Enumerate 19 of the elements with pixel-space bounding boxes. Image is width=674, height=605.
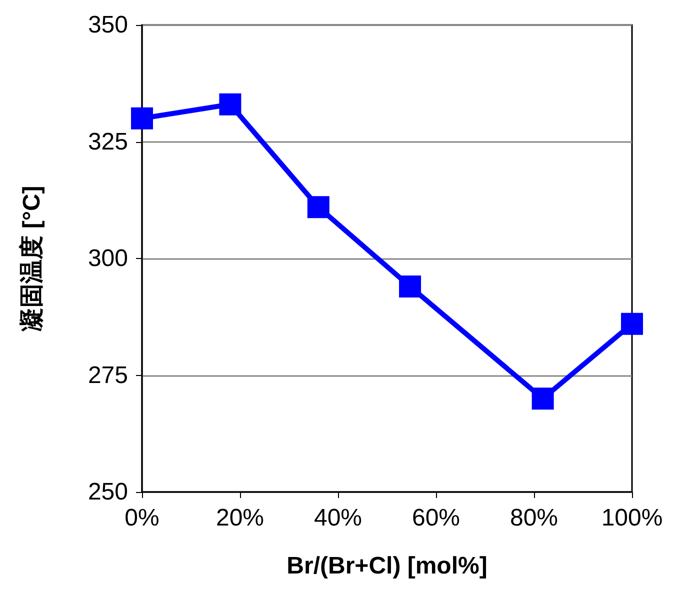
point <box>399 276 422 298</box>
x-tick-label: 40% <box>314 504 362 532</box>
x-tick-label: 80% <box>510 504 558 532</box>
y-tick-label: 250 <box>88 478 128 506</box>
x-axis-title: Br/(Br+Cl) [mol%] <box>286 552 488 580</box>
x-tick-label: 100% <box>601 504 663 532</box>
y-tick-label: 325 <box>88 128 128 156</box>
y-tick-label: 275 <box>88 362 128 389</box>
x-tick-label: 20% <box>216 504 264 532</box>
point <box>219 93 242 116</box>
point <box>621 312 643 335</box>
point <box>307 196 330 218</box>
x-tick-label: 0% <box>124 504 160 532</box>
y-tick-label: 300 <box>88 245 128 272</box>
point <box>532 388 554 410</box>
y-tick-label: 350 <box>88 12 128 38</box>
point <box>131 107 153 130</box>
y-axis-title: 凝固温度 [°C] <box>18 186 46 332</box>
x-tick-label: 60% <box>412 504 460 532</box>
